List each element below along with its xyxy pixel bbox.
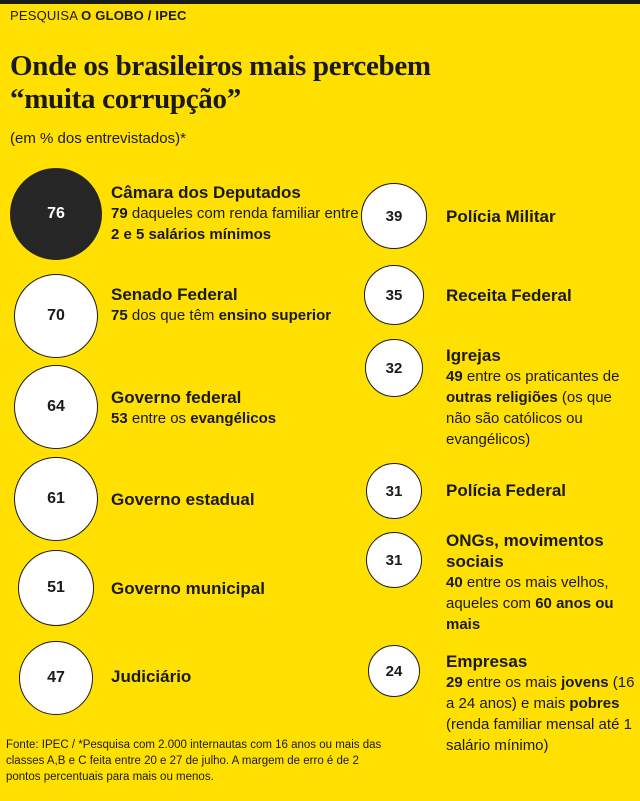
label-camara-dos-deputados: Câmara dos Deputados 79 daqueles com rend… (111, 182, 366, 245)
source-note: Fonte: IPEC / *Pesquisa com 2.000 intern… (6, 739, 382, 783)
bubble-governo-municipal: 51 (18, 550, 94, 626)
bubble-senado-federal: 70 (14, 274, 98, 358)
category-name: Igrejas (446, 346, 501, 365)
bubble-governo-federal: 64 (14, 365, 98, 449)
label-igrejas: Igrejas 49 entre os praticantes de outras… (446, 345, 636, 450)
category-name: Senado Federal (111, 285, 238, 304)
category-note: 75 dos que têm ensino superior (111, 307, 332, 324)
bubble-governo-estadual: 61 (14, 457, 98, 541)
top-bar (0, 0, 640, 4)
kicker: PESQUISA O GLOBO / IPEC (10, 8, 187, 23)
label-governo-municipal: Governo municipal (111, 578, 351, 599)
bubble-receita-federal: 35 (364, 265, 424, 325)
bubble-policia-federal: 31 (366, 463, 422, 519)
label-governo-estadual: Governo estadual (111, 489, 351, 510)
category-note: 29 entre os mais jovens (16 a 24 anos) e… (446, 674, 635, 754)
bubble-empresas: 24 (368, 645, 420, 697)
title-line-1: Onde os brasileiros mais percebem (10, 50, 431, 82)
title-line-2: “muita corrupção” (10, 83, 241, 115)
category-name: ONGs, movimentos sociais (446, 531, 604, 571)
bubble-ongs-movimentos-sociais: 31 (366, 532, 422, 588)
category-name: Polícia Militar (446, 207, 556, 226)
category-note: 79 daqueles com renda familiar entre 2 e… (111, 205, 359, 243)
category-name: Governo municipal (111, 579, 265, 598)
category-name: Receita Federal (446, 286, 572, 305)
bubble-camara-dos-deputados: 76 (10, 168, 102, 260)
category-name: Governo estadual (111, 490, 255, 509)
label-ongs-movimentos-sociais: ONGs, movimentos sociais 40 entre os mais… (446, 530, 636, 635)
category-name: Governo federal (111, 388, 242, 407)
label-judiciario: Judiciário (111, 666, 351, 687)
label-governo-federal: Governo federal 53 entre os evangélicos (111, 387, 351, 429)
label-receita-federal: Receita Federal (446, 285, 636, 306)
label-senado-federal: Senado Federal 75 dos que têm ensino supe… (111, 284, 351, 326)
label-empresas: Empresas 29 entre os mais jovens (16 a 24… (446, 651, 636, 756)
page-title: Onde os brasileiros mais percebem “muita… (10, 50, 630, 116)
category-name: Polícia Federal (446, 481, 566, 500)
category-name: Judiciário (111, 667, 192, 686)
label-policia-militar: Polícia Militar (446, 206, 636, 227)
bubble-igrejas: 32 (365, 339, 423, 397)
category-note: 40 entre os mais velhos, aqueles com 60 … (446, 574, 614, 633)
label-policia-federal: Polícia Federal (446, 480, 636, 501)
category-note: 53 entre os evangélicos (111, 410, 277, 427)
bubble-policia-militar: 39 (361, 183, 427, 249)
bubble-judiciario: 47 (19, 641, 93, 715)
category-name: Empresas (446, 652, 528, 671)
category-name: Câmara dos Deputados (111, 183, 301, 202)
subtitle: (em % dos entrevistados)* (10, 130, 186, 147)
category-note: 49 entre os praticantes de outras religi… (446, 368, 620, 448)
